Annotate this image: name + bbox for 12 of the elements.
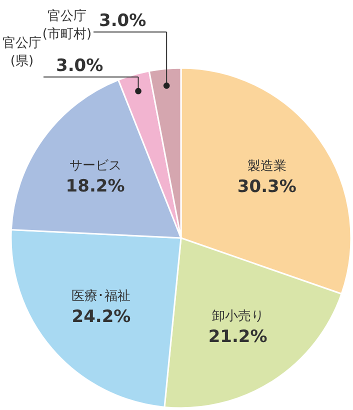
data-label: 3.0% [99,11,146,31]
data-label: 3.0% [56,56,104,76]
data-label: 30.3% [237,176,296,197]
slice-label: サービス [69,158,122,174]
slice-label: 官公庁 (県) [2,35,42,69]
slice-label: 製造業 [247,158,286,174]
data-label: 18.2% [66,176,125,197]
data-label: 24.2% [72,306,131,327]
data-label: 21.2% [208,326,268,347]
slice-label: 医療･福祉 [72,288,131,304]
slice-label: 官公庁 (市町村) [42,8,92,42]
slice-label: 卸小売り [212,308,264,324]
